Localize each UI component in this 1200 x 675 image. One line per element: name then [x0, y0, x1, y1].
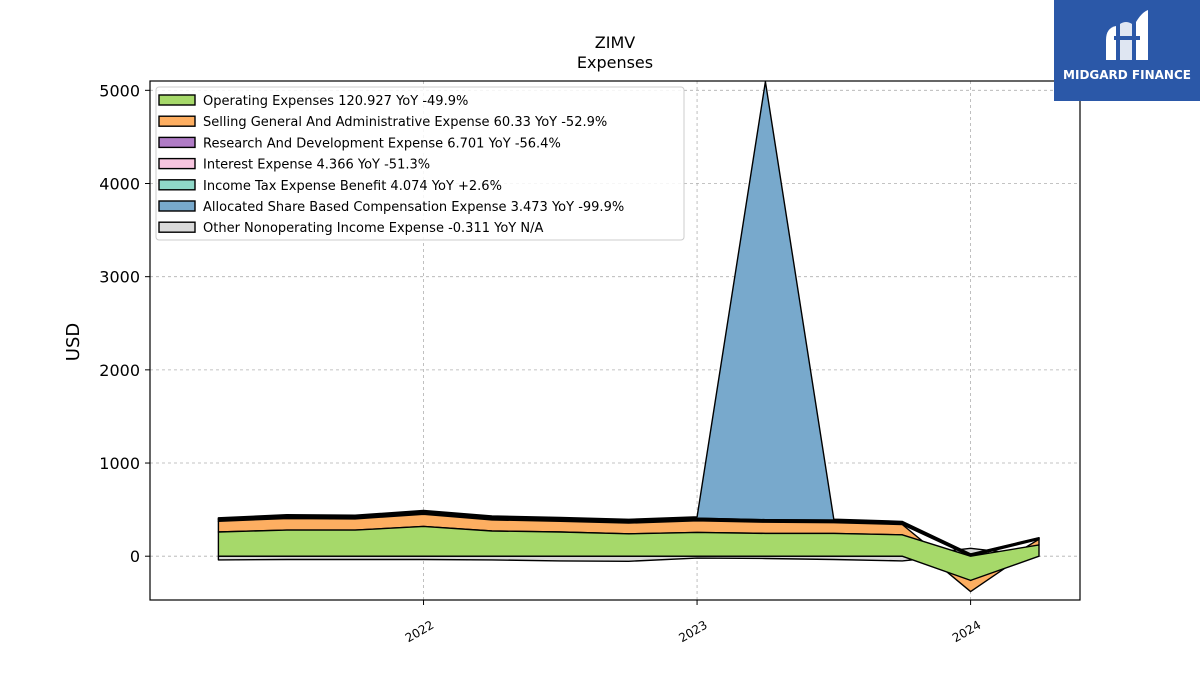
- legend-label: Interest Expense 4.366 YoY -51.3%: [203, 158, 430, 173]
- y-axis-label: USD: [63, 323, 84, 361]
- plot-frame: [149, 80, 1081, 601]
- chart-subtitle: Expenses: [577, 53, 653, 72]
- chart-title: ZIMV: [595, 33, 635, 52]
- x-tick-label: 2023: [676, 618, 709, 645]
- legend-swatch: [158, 136, 196, 149]
- legend-label: Research And Development Expense 6.701 Y…: [203, 136, 561, 151]
- legend-swatch: [158, 221, 196, 233]
- y-tick-label: 4000: [99, 174, 140, 193]
- legend-swatch: [158, 115, 196, 127]
- brand-name: MIDGARD FINANCE: [1063, 68, 1191, 82]
- area-operating-expenses: [217, 525, 1040, 582]
- legend-label: Operating Expenses 120.927 YoY -49.9%: [203, 94, 468, 109]
- x-tick-label: 2024: [950, 618, 983, 645]
- y-tick-label: 2000: [99, 361, 140, 380]
- y-tick-label: 1000: [99, 454, 140, 473]
- y-tick-label: 3000: [99, 268, 140, 287]
- legend-swatch: [158, 94, 196, 106]
- x-tick-label: 2022: [403, 618, 436, 645]
- y-tick-label: 0: [130, 547, 140, 566]
- midgard-logo-icon: [1106, 10, 1148, 60]
- series-areas: [217, 80, 1040, 593]
- brand-logo: MIDGARD FINANCE: [1054, 0, 1200, 101]
- legend-label: Income Tax Expense Benefit 4.074 YoY +2.…: [203, 179, 502, 194]
- legend-swatch: [158, 200, 196, 212]
- legend-label: Selling General And Administrative Expen…: [203, 115, 607, 130]
- legend-swatch: [158, 179, 196, 191]
- x-axis-ticks: 2022 2023 2024: [403, 600, 983, 645]
- grid-lines: [150, 81, 1080, 600]
- legend-swatch: [158, 157, 196, 170]
- legend-box: [155, 86, 685, 241]
- y-axis-ticks: 0 1000 2000 3000 4000 5000: [99, 81, 150, 566]
- legend: Operating Expenses 120.927 YoY -49.9% Sel…: [155, 86, 685, 241]
- y-tick-label: 5000: [99, 81, 140, 100]
- legend-label: Allocated Share Based Compensation Expen…: [203, 200, 624, 215]
- legend-label: Other Nonoperating Income Expense -0.311…: [203, 221, 543, 236]
